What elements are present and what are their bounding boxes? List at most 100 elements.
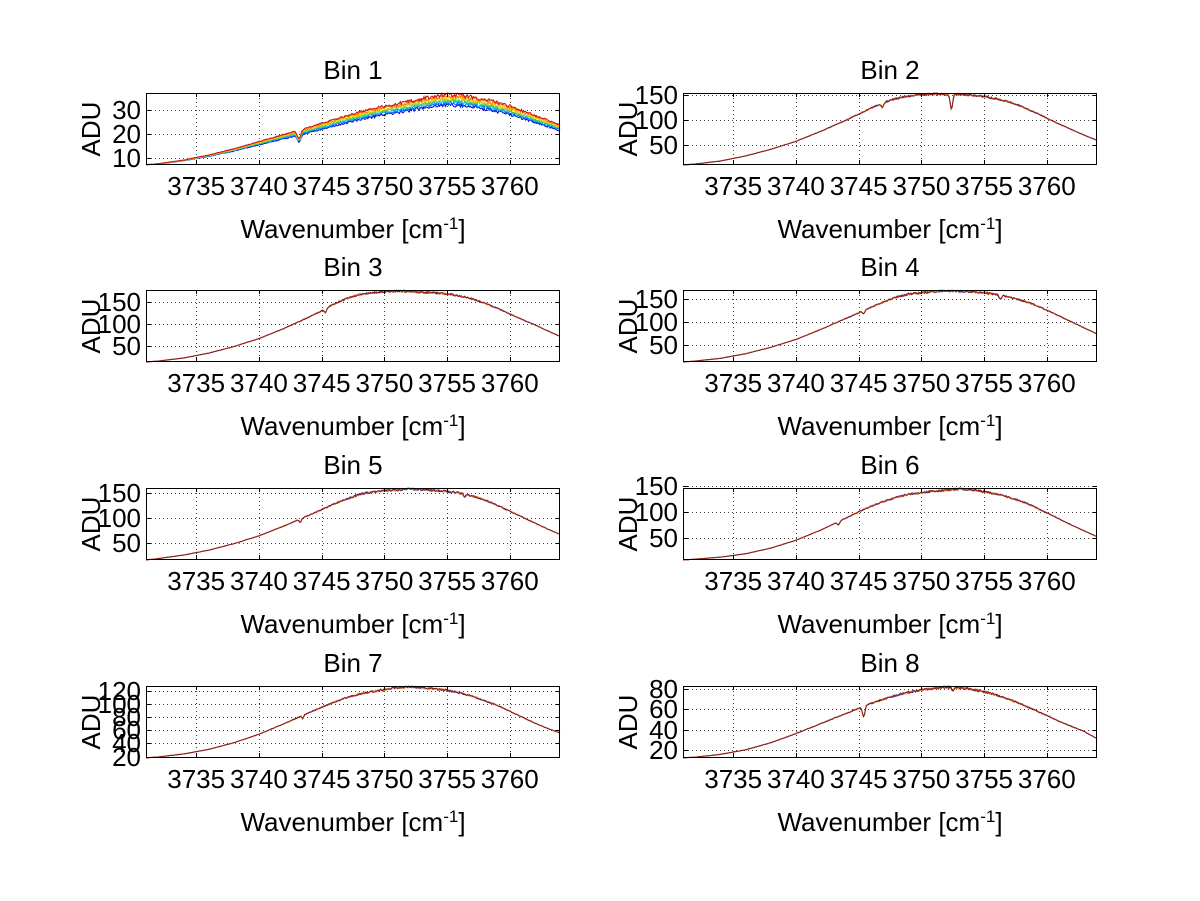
spectral-trace <box>145 685 561 759</box>
x-tick-label: 3760 <box>1017 171 1076 201</box>
axes-box <box>146 93 560 165</box>
plot-area-bin-5 <box>145 487 561 561</box>
plot-area-bin-4 <box>682 289 1098 363</box>
plot-area-bin-1 <box>145 92 561 166</box>
x-axis-label: Wavenumber [cm-1] <box>777 609 1003 639</box>
x-axis-label: Wavenumber [cm-1] <box>240 411 466 441</box>
x-tick-label: 3745 <box>292 368 351 398</box>
x-tick-label: 3735 <box>704 368 763 398</box>
x-tick-label: 3740 <box>229 368 288 398</box>
x-tick-label: 3745 <box>292 566 351 596</box>
x-tick-label: 3750 <box>892 566 951 596</box>
x-axis-label: Wavenumber [cm-1] <box>240 807 466 837</box>
x-tick-label: 3755 <box>955 368 1013 398</box>
x-tick-label: 3755 <box>418 764 476 794</box>
x-tick-label: 3750 <box>355 368 414 398</box>
plot-area-bin-7 <box>145 685 561 759</box>
spectral-trace <box>145 487 561 561</box>
x-tick-label: 3760 <box>480 566 539 596</box>
x-axis-label: Wavenumber [cm-1] <box>777 214 1003 244</box>
spectral-trace <box>146 487 561 561</box>
x-tick-label: 3745 <box>829 566 888 596</box>
y-tick-label: 100 <box>97 503 141 534</box>
spectral-trace <box>682 289 1098 363</box>
y-tick-label: 50 <box>649 523 678 554</box>
spectral-trace <box>683 487 1098 561</box>
spectral-trace <box>682 92 1098 166</box>
x-tick-label: 3735 <box>167 764 226 794</box>
x-tick-label: 3735 <box>167 566 226 596</box>
x-tick-label: 3750 <box>355 764 414 794</box>
y-tick-label: 50 <box>112 331 141 362</box>
y-tick-label: 150 <box>634 471 678 502</box>
y-tick-label: 40 <box>112 728 141 759</box>
x-tick-label: 3735 <box>704 764 763 794</box>
spectral-trace <box>145 685 561 759</box>
x-tick-label: 3740 <box>766 171 825 201</box>
spectral-trace <box>683 92 1098 166</box>
x-tick-label: 3745 <box>829 764 888 794</box>
x-tick-label: 3760 <box>1017 368 1076 398</box>
subplot-title: Bin 2 <box>860 55 920 85</box>
x-tick-label: 3740 <box>766 566 825 596</box>
x-tick-label: 3750 <box>355 171 414 201</box>
x-tick-label: 3755 <box>955 764 1013 794</box>
x-tick-label: 3740 <box>229 171 288 201</box>
x-tick-label: 3740 <box>766 368 825 398</box>
x-tick-label: 3755 <box>955 566 1013 596</box>
x-axis-label: Wavenumber [cm-1] <box>240 609 466 639</box>
y-tick-label: 60 <box>112 715 141 746</box>
y-tick-label: 120 <box>97 675 141 706</box>
y-tick-label: 50 <box>112 527 141 558</box>
subplot-title: Bin 6 <box>860 450 920 480</box>
subplot-title: Bin 3 <box>323 252 383 282</box>
y-tick-label: 100 <box>97 309 141 340</box>
x-tick-label: 3755 <box>955 171 1013 201</box>
x-tick-label: 3760 <box>1017 764 1076 794</box>
x-tick-label: 3755 <box>418 566 476 596</box>
axes-box <box>146 488 560 560</box>
spectral-trace <box>145 487 561 561</box>
x-tick-label: 3735 <box>167 368 226 398</box>
x-tick-label: 3755 <box>418 171 476 201</box>
x-tick-label: 3745 <box>829 171 888 201</box>
x-tick-label: 3760 <box>480 368 539 398</box>
spectral-trace <box>682 289 1098 363</box>
y-tick-label: 100 <box>634 105 678 136</box>
y-tick-label: 50 <box>649 130 678 161</box>
x-tick-label: 3735 <box>704 566 763 596</box>
x-tick-label: 3735 <box>167 171 226 201</box>
x-axis-label: Wavenumber [cm-1] <box>777 411 1003 441</box>
y-tick-label: 80 <box>112 702 141 733</box>
subplot-title: Bin 8 <box>860 648 920 678</box>
y-tick-label: 20 <box>649 734 678 765</box>
spectral-trace <box>682 685 1098 759</box>
spectral-trace <box>145 685 561 759</box>
y-tick-label: 80 <box>649 674 678 705</box>
y-tick-label: 150 <box>634 283 678 314</box>
y-tick-label: 10 <box>112 142 141 173</box>
subplot-title: Bin 5 <box>323 450 383 480</box>
axes-box <box>146 290 560 362</box>
plot-area-bin-2 <box>682 92 1098 166</box>
x-tick-label: 3740 <box>766 764 825 794</box>
spectral-trace <box>683 92 1098 166</box>
spectral-trace <box>146 289 561 363</box>
x-tick-label: 3735 <box>704 171 763 201</box>
axes-box <box>683 488 1097 560</box>
spectral-trace <box>145 289 561 363</box>
y-tick-label: 100 <box>634 497 678 528</box>
axes-box <box>683 686 1097 758</box>
y-tick-label: 100 <box>634 306 678 337</box>
axes-box <box>683 93 1097 165</box>
x-tick-label: 3740 <box>229 566 288 596</box>
y-tick-label: 150 <box>97 287 141 318</box>
subplot-title: Bin 4 <box>860 252 920 282</box>
y-tick-label: 150 <box>97 478 141 509</box>
x-tick-label: 3740 <box>229 764 288 794</box>
y-tick-label: 40 <box>649 714 678 745</box>
spectral-trace <box>145 289 561 363</box>
axes-box <box>683 290 1097 362</box>
x-tick-label: 3750 <box>892 764 951 794</box>
